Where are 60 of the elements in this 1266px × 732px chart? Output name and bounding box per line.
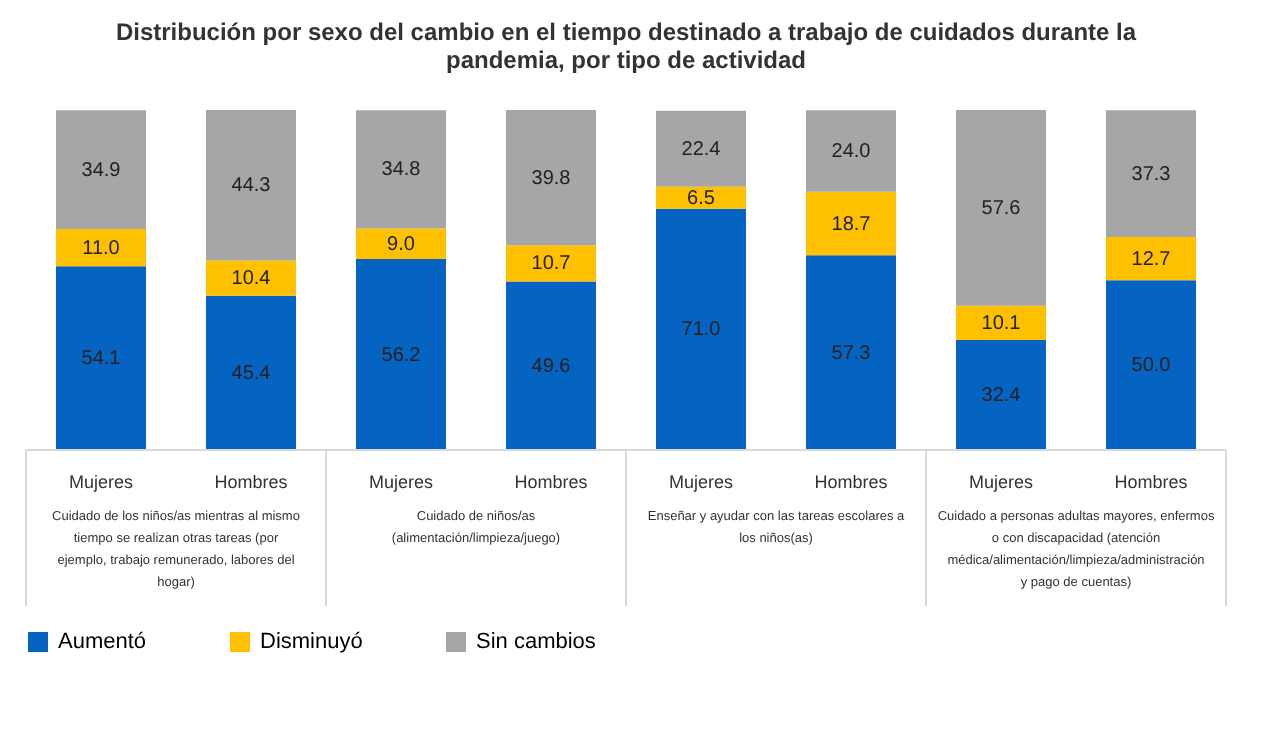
data-label: 10.1 (981, 312, 1022, 335)
legend-label: Disminuyó (260, 630, 363, 654)
data-label: 49.6 (531, 355, 572, 378)
bar (206, 295, 296, 450)
data-label: 24.0 (831, 141, 872, 164)
x-tick-label: Hombres (1114, 472, 1189, 492)
data-label: 9.0 (387, 233, 416, 256)
data-label: 32.4 (981, 384, 1022, 407)
x-tick-label: Hombres (214, 472, 289, 492)
legend-label: Sin cambios (476, 630, 597, 654)
data-label: 71.0 (681, 319, 722, 342)
x-tick-label: Hombres (814, 472, 889, 492)
data-label: 44.3 (231, 175, 272, 198)
data-label: 12.7 (1131, 248, 1172, 271)
bar (506, 110, 596, 246)
bar (56, 110, 146, 229)
bar (656, 208, 746, 450)
bar (356, 110, 446, 229)
bar (656, 186, 746, 209)
bar (806, 191, 896, 256)
bar (1106, 110, 1196, 238)
data-label: 10.7 (531, 253, 572, 276)
bar (956, 339, 1046, 450)
bar (206, 260, 296, 296)
bar (806, 110, 896, 192)
data-label: 22.4 (681, 138, 722, 161)
data-label: 54.1 (81, 348, 122, 371)
bar (1106, 280, 1196, 450)
x-tick-label: Mujeres (968, 472, 1034, 492)
bar (56, 266, 146, 450)
data-label: 57.3 (831, 342, 872, 365)
bar (206, 110, 296, 261)
data-label: 34.8 (381, 159, 422, 182)
x-tick-label: Mujeres (368, 472, 434, 492)
bar (56, 228, 146, 267)
x-tick-label: Mujeres (68, 472, 134, 492)
chart-title: Distribución por sexo del cambio en el tiempo destinado a trabajo de cuidados durante la pandemia, por tipo de actividad (115, 18, 1137, 74)
bar (356, 228, 446, 260)
bar (1106, 237, 1196, 281)
data-label: 10.4 (231, 268, 272, 291)
data-label: 11.0 (82, 237, 121, 260)
data-label: 50.0 (1131, 355, 1172, 378)
bar (506, 245, 596, 282)
legend-label: Aumentó (58, 630, 147, 654)
data-label: 18.7 (831, 213, 872, 236)
x-tick-label: Mujeres (668, 472, 734, 492)
bar (656, 110, 746, 187)
bar (956, 305, 1046, 340)
data-label: 39.8 (531, 167, 572, 190)
data-label: 6.5 (687, 187, 716, 210)
data-label: 37.3 (1131, 163, 1172, 186)
data-label: 57.6 (981, 197, 1022, 220)
bar (506, 281, 596, 450)
x-tick-label: Hombres (514, 472, 589, 492)
data-label: 56.2 (381, 344, 422, 367)
bar (806, 255, 896, 450)
bar (356, 259, 446, 450)
data-label: 45.4 (231, 362, 272, 385)
data-label: 34.9 (81, 159, 122, 182)
bar (956, 110, 1046, 306)
